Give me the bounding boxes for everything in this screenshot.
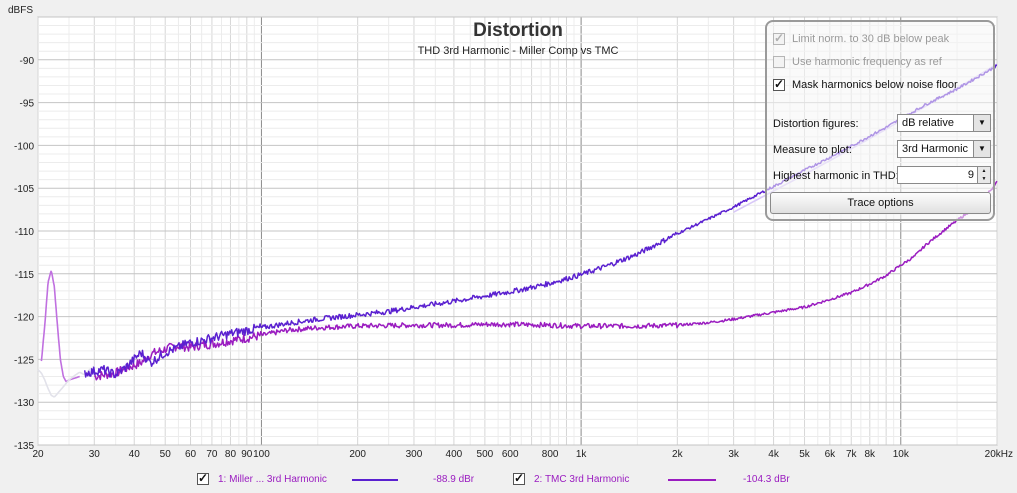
x-tick-label: 20kHz [985,449,1013,460]
chevron-down-icon[interactable]: ▼ [973,141,990,157]
distortion-figures-value: dB relative [902,117,954,129]
chart-subtitle: THD 3rd Harmonic - Miller Comp vs TMC [418,45,619,57]
x-tick-label: 800 [542,449,559,460]
legend-value-tmc: -104.3 dBr [743,474,790,485]
measure-to-plot-select[interactable]: 3rd Harmonic ▼ [897,140,991,158]
mask-harmonics-label: Mask harmonics below noise floor [792,79,958,91]
x-tick-label: 5k [799,449,811,460]
x-tick-label: 20 [32,449,44,460]
use-harmonic-label: Use harmonic frequency as ref [792,56,942,68]
y-tick-label: -90 [20,56,35,67]
distortion-figures-label: Distortion figures: [773,118,859,130]
x-tick-label: 30 [89,449,101,460]
y-tick-label: -110 [15,227,35,238]
legend-item-tmc[interactable]: 2: TMC 3rd Harmonic [513,471,630,486]
legend-swatch-miller [352,479,398,481]
spin-up-icon[interactable]: ▲ [981,168,987,174]
x-tick-labels: 20 30 40 50 60 70 80 90 100 200 300 400 500 600 800 1k 2… [32,449,1013,460]
x-tick-label: 70 [206,449,218,460]
extra-trace-0 [40,270,80,383]
limit-norm-check-box[interactable] [773,31,785,45]
x-tick-label: 200 [349,449,366,460]
highest-harmonic-stepper[interactable]: 9 ▲ ▼ [897,166,991,184]
x-tick-label: 1k [576,449,588,460]
y-tick-label: -135 [14,441,34,452]
x-tick-label: 6k [825,449,837,460]
x-tick-label: 90 [241,449,253,460]
stepper-arrows[interactable]: ▲ ▼ [977,167,990,183]
measure-to-plot-label: Measure to plot: [773,144,852,156]
x-tick-label: 7k [846,449,858,460]
x-tick-label: 3k [728,449,740,460]
x-tick-label: 50 [160,449,172,460]
y-axis-label: dBFS [8,5,33,16]
y-tick-labels: -90 -95 -100 -105 -110 -115 -120 -125 -130 -135 [14,56,34,452]
x-tick-label: 300 [406,449,423,460]
mask-harmonics-check-box[interactable] [773,77,785,91]
distortion-figures-select[interactable]: dB relative ▼ [897,114,991,132]
x-tick-label: 8k [865,449,877,460]
x-tick-label: 500 [477,449,494,460]
legend-checkbox-tmc[interactable] [513,471,525,485]
x-tick-label: 40 [129,449,141,460]
x-tick-label: 2k [672,449,684,460]
spin-down-icon[interactable]: ▼ [981,176,987,182]
legend-label-tmc: 2: TMC 3rd Harmonic [534,473,630,485]
legend-item-miller[interactable]: 1: Miller ... 3rd Harmonic [197,471,327,486]
limit-norm-label: Limit norm. to 30 dB below peak [792,33,950,45]
chevron-down-icon[interactable]: ▼ [973,115,990,131]
x-tick-label: 4k [768,449,780,460]
y-tick-label: -125 [14,355,34,366]
y-tick-label: -115 [15,270,35,281]
legend-value-miller: -88.9 dBr [433,474,475,485]
x-tick-label: 100 [253,449,270,460]
highest-harmonic-value: 9 [967,169,974,181]
distortion-options-panel: Limit norm. to 30 dB below peak Use harm… [765,20,995,221]
y-tick-label: -120 [14,313,34,324]
x-tick-label: 80 [225,449,237,460]
x-tick-label: 10k [893,449,910,460]
mask-harmonics-checkbox[interactable]: Mask harmonics below noise floor [773,77,958,93]
highest-harmonic-label: Highest harmonic in THD: [773,170,899,182]
measure-to-plot-value: 3rd Harmonic [902,143,969,155]
y-tick-label: -130 [14,398,34,409]
legend-label-miller: 1: Miller ... 3rd Harmonic [218,473,327,485]
legend-swatch-tmc [668,479,716,481]
x-tick-label: 60 [185,449,197,460]
y-tick-label: -105 [14,184,34,195]
x-tick-label: 600 [502,449,519,460]
y-tick-label: -95 [20,99,35,110]
trace-options-button[interactable]: Trace options [770,192,991,214]
legend-checkbox-miller[interactable] [197,471,209,485]
series-line-tmc [93,180,998,381]
limit-norm-checkbox[interactable]: Limit norm. to 30 dB below peak [773,31,949,47]
use-harmonic-check-box[interactable] [773,56,785,68]
chart-title: Distortion [473,20,563,41]
y-tick-label: -100 [14,141,34,152]
x-tick-label: 400 [446,449,463,460]
use-harmonic-checkbox[interactable]: Use harmonic frequency as ref [773,54,942,70]
